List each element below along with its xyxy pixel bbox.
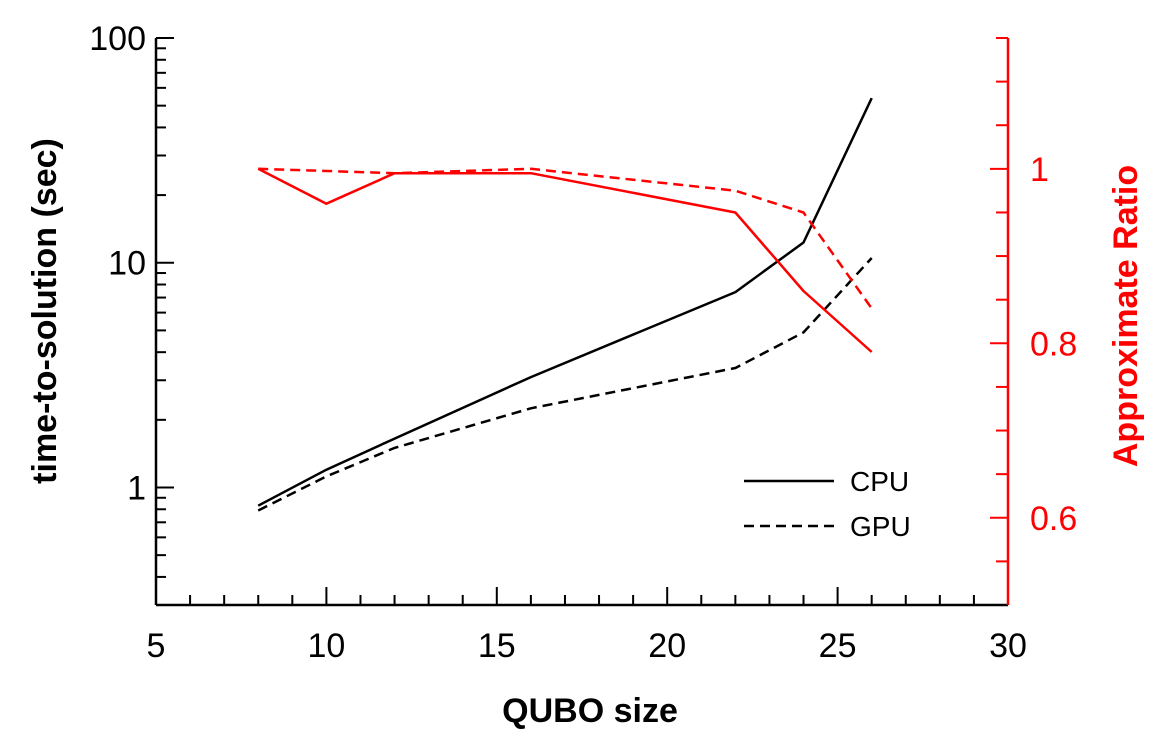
left-y-tick-label: 100 [89,20,146,58]
labels-layer: 5 10 15 20 25 30 1 10 100 0.6 0.8 1 [89,20,1077,665]
right-y-tick-label: 0.8 [1030,325,1077,363]
legend: CPU GPU [744,466,911,542]
x-axis-title: QUBO size [502,692,678,730]
series-line-3 [258,167,873,310]
right-y-tick-label: 0.6 [1030,500,1077,538]
x-tick-label: 20 [648,627,686,665]
x-tick-label: 10 [307,627,345,665]
left-y-tick-label: 1 [127,469,146,507]
series-line-2 [257,167,873,353]
x-tick-label: 5 [147,627,166,665]
left-y-tick-label: 10 [108,245,146,283]
x-tick-label: 15 [478,627,516,665]
right-y-tick-label: 1 [1030,151,1049,189]
series-layer [257,97,873,512]
left-y-axis-title: time-to-solution (sec) [26,138,64,484]
ticks-layer [155,37,1009,606]
series-line-0 [257,97,873,507]
x-tick-label: 25 [819,627,857,665]
x-tick-label: 30 [989,627,1027,665]
right-y-axis-title: Approximate Ratio [1107,165,1145,467]
legend-label-gpu: GPU [850,511,911,542]
legend-label-cpu: CPU [850,466,909,497]
series-line-1 [257,257,873,512]
